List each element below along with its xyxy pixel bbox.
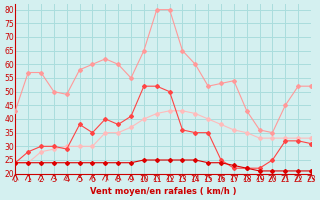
X-axis label: Vent moyen/en rafales ( km/h ): Vent moyen/en rafales ( km/h ) [90,187,236,196]
